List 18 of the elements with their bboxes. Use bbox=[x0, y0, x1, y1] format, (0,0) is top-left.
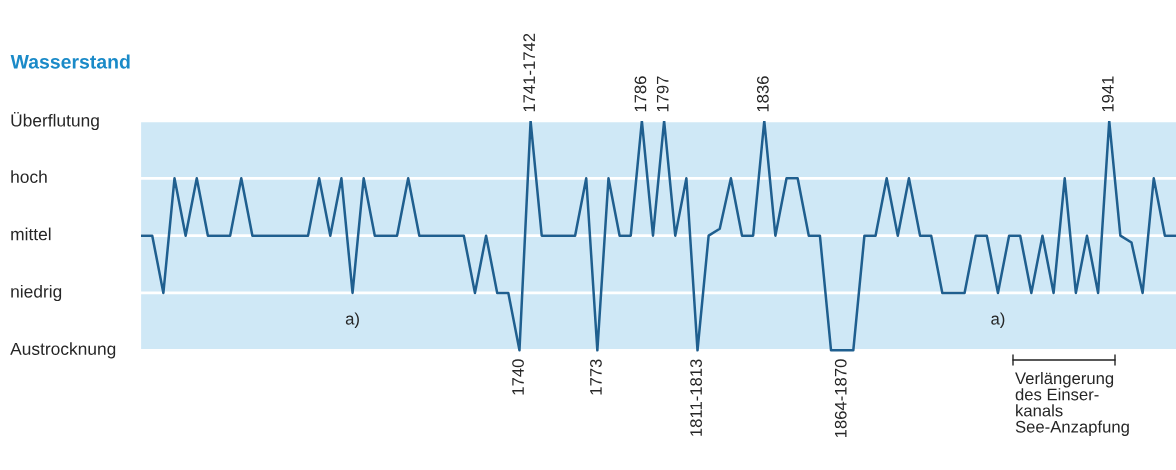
text: Überflutung bbox=[11, 111, 99, 131]
x-tick-label: 1811-1813 bbox=[690, 359, 702, 436]
text: hoch bbox=[11, 170, 47, 183]
chart-title: Wasserstand bbox=[10, 54, 130, 69]
x-tick-label: a) bbox=[991, 312, 1005, 328]
x-tick-label: 1797 bbox=[656, 76, 669, 112]
x-tick-label: a) bbox=[345, 312, 359, 328]
x-tick-label: 1740 bbox=[512, 359, 524, 395]
text: Verlängerung des Einser- kanals See-Anzapfung bbox=[1015, 372, 1129, 436]
x-tick-label: 1741-1742 bbox=[523, 33, 535, 112]
text: mittel bbox=[11, 227, 51, 241]
x-tick-label: 1773 bbox=[590, 359, 602, 395]
x-tick-label: 1864-1870 bbox=[834, 359, 847, 438]
x-tick-label: 1786 bbox=[634, 76, 647, 112]
text: niedrig bbox=[11, 284, 62, 302]
text: Austrocknung bbox=[10, 342, 116, 359]
x-tick-label: 1941 bbox=[1101, 76, 1114, 112]
x-tick-label: 1836 bbox=[756, 76, 769, 112]
